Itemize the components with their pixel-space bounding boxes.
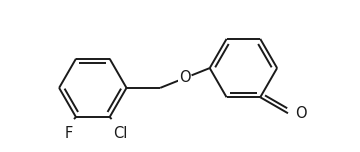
Text: O: O bbox=[179, 71, 191, 85]
Text: F: F bbox=[64, 126, 73, 141]
Text: Cl: Cl bbox=[113, 126, 127, 141]
Text: O: O bbox=[295, 106, 307, 121]
